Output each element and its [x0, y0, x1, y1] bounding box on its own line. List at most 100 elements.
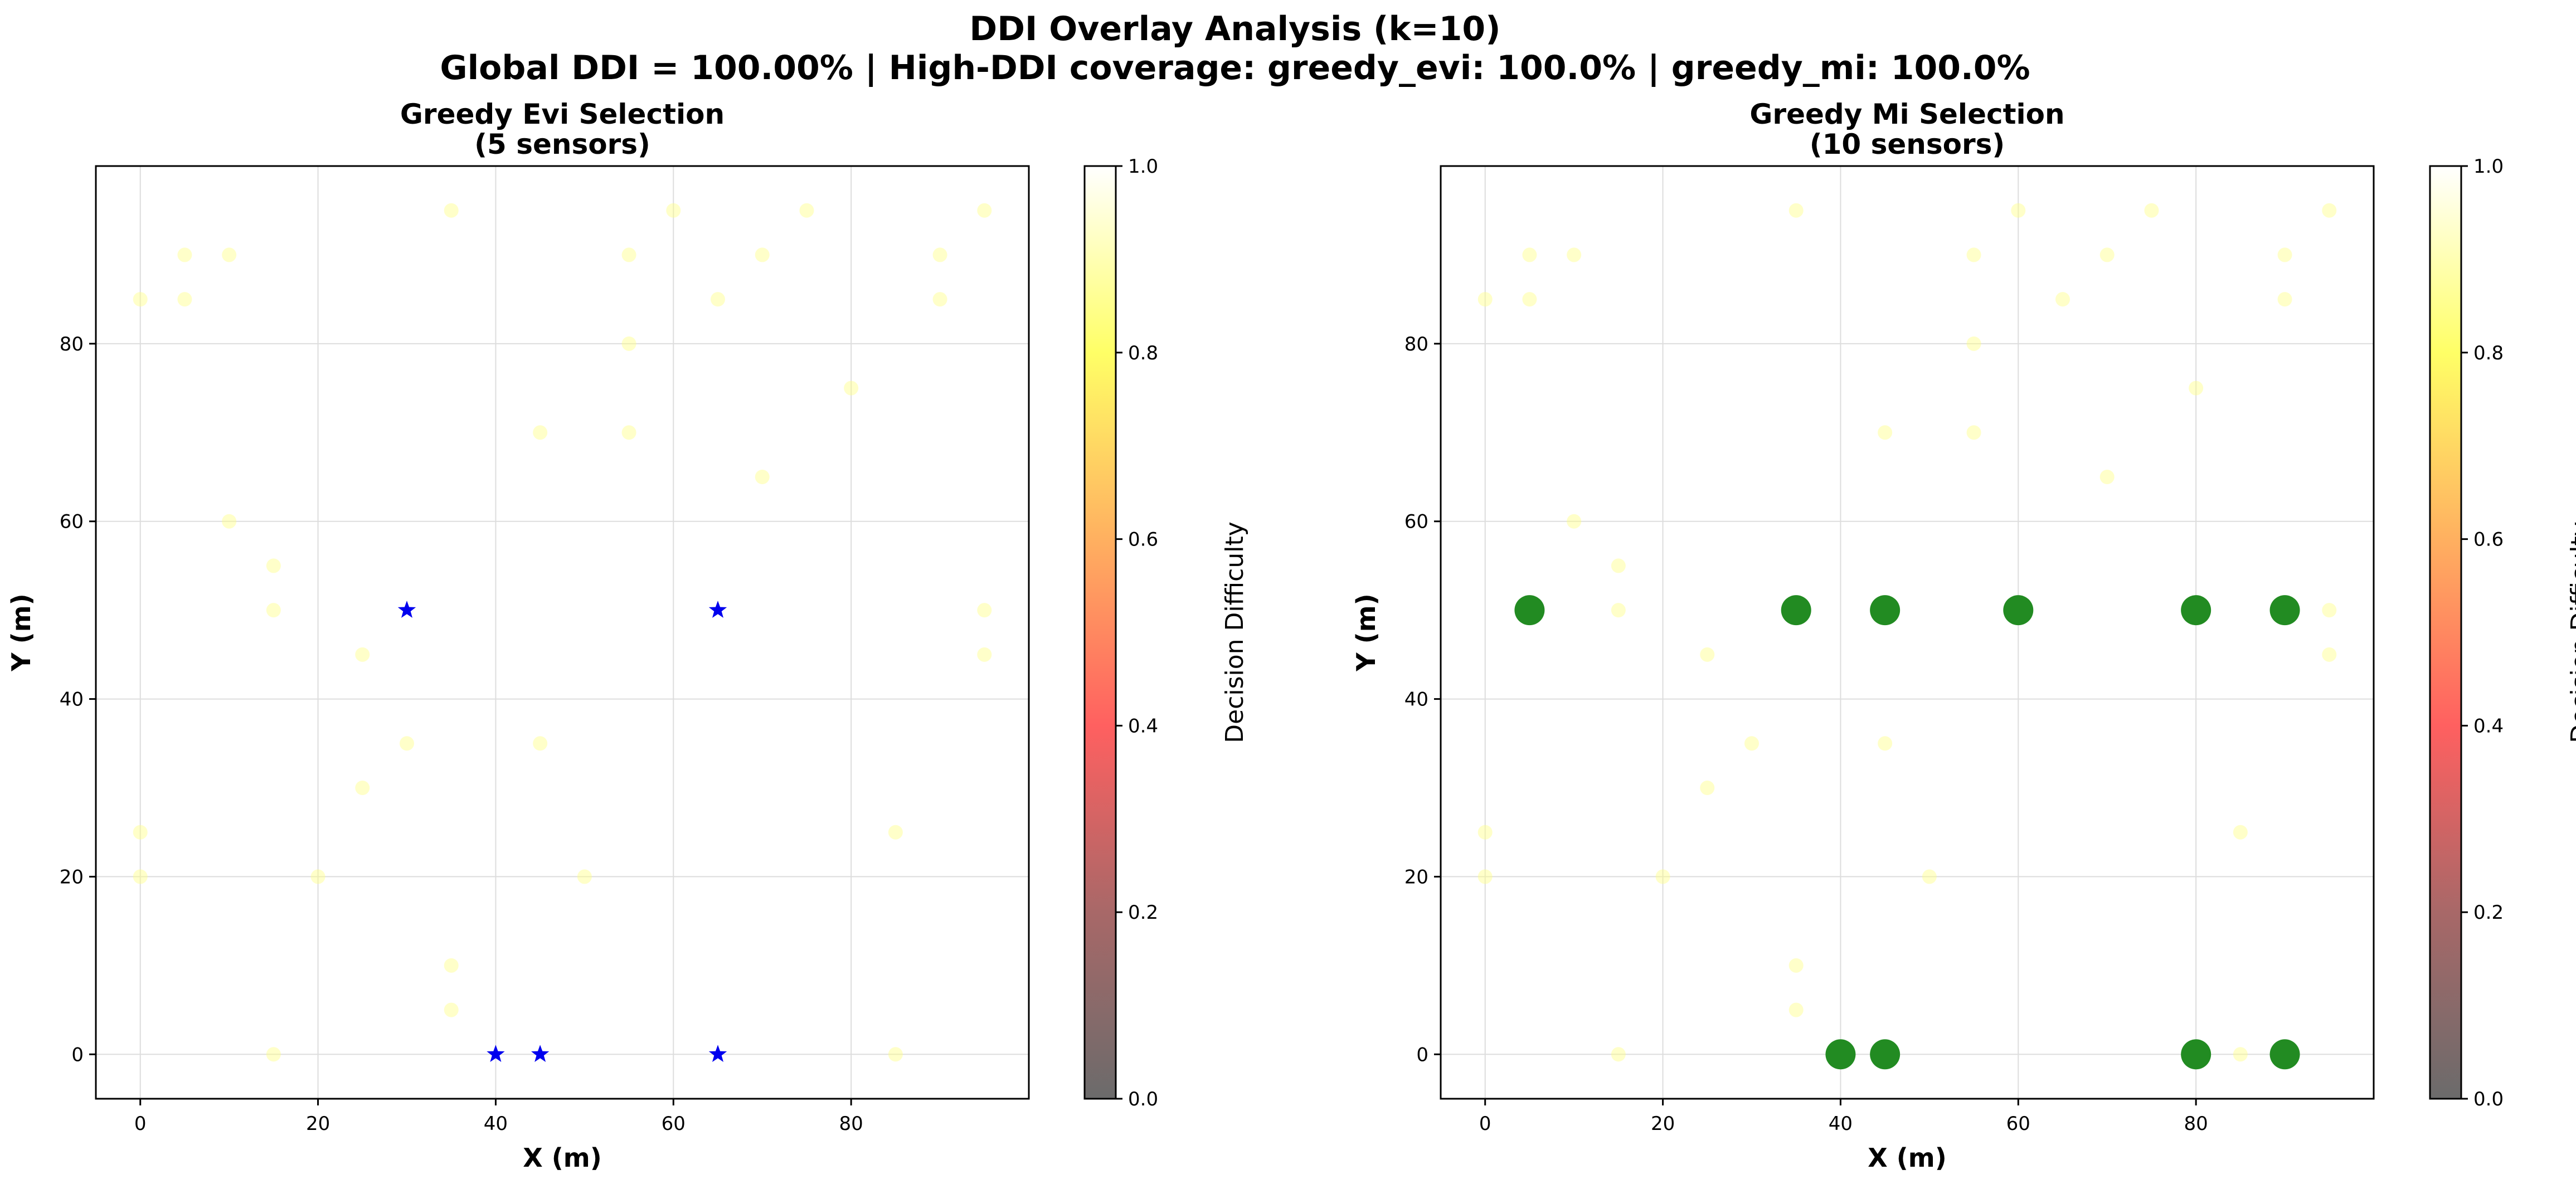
colorbar-tick-label: 1.0 — [1128, 155, 1158, 178]
ddi-point — [177, 247, 192, 262]
ddi-point — [1966, 336, 1981, 351]
chart-panel-2: 0 20 40 60 80 0 20 40 60 80 Greedy Mi Selection(10… — [1351, 98, 2576, 1173]
ddi-point — [266, 603, 281, 618]
x-tick-label: 20 — [1651, 1113, 1675, 1135]
ddi-point — [2233, 1047, 2248, 1062]
y-tick-label: 60 — [1404, 511, 1428, 533]
ddi-point — [1700, 647, 1715, 662]
ddi-point — [711, 292, 725, 307]
x-tick-label: 40 — [484, 1113, 508, 1135]
colorbar-tick-label: 0.2 — [1128, 902, 1158, 924]
ddi-point — [621, 336, 636, 351]
ddi-point — [1966, 247, 1981, 262]
ddi-point — [755, 470, 770, 484]
ddi-point — [1567, 247, 1582, 262]
y-tick-label: 0 — [1416, 1044, 1428, 1066]
ddi-point — [133, 869, 148, 884]
ddi-point — [444, 1002, 459, 1017]
ddi-point — [2322, 203, 2337, 218]
ddi-point — [621, 247, 636, 262]
sensor-marker — [1870, 595, 1901, 626]
ddi-point — [1477, 292, 1493, 307]
plot-area — [1441, 166, 2374, 1099]
ddi-point — [799, 203, 814, 218]
x-tick-label: 80 — [839, 1113, 863, 1135]
sensor-marker — [487, 1045, 505, 1062]
panel-title: Greedy Evi Selection — [400, 98, 725, 130]
ddi-point — [1611, 558, 1626, 573]
y-tick-label: 80 — [60, 333, 84, 355]
ddi-point — [666, 203, 681, 218]
ddi-point — [355, 647, 370, 662]
ddi-point — [977, 603, 992, 618]
ddi-point — [1878, 736, 1893, 751]
colorbar-tick-label: 0.0 — [1128, 1088, 1158, 1110]
sensor-marker — [2003, 595, 2034, 626]
ddi-point — [977, 203, 992, 218]
ddi-point — [266, 1047, 281, 1062]
x-tick-label: 40 — [1829, 1113, 1853, 1135]
panel-subtitle: (10 sensors) — [1810, 128, 2005, 160]
y-axis-label: Y (m) — [1351, 593, 1381, 671]
panel-subtitle: (5 sensors) — [474, 128, 650, 160]
ddi-point — [2277, 247, 2292, 262]
ddi-point — [932, 247, 947, 262]
ddi-point — [533, 425, 548, 440]
x-tick-label: 60 — [2006, 1113, 2030, 1135]
ddi-point — [222, 514, 237, 529]
ddi-point — [266, 558, 281, 573]
colorbar-tick-label: 1.0 — [2473, 155, 2504, 178]
ddi-point — [2055, 292, 2070, 307]
ddi-point — [1966, 425, 1981, 440]
colorbar-tick-label: 0.6 — [2473, 529, 2504, 551]
y-tick-label: 20 — [60, 866, 84, 888]
colorbar-tick-label: 0.4 — [1128, 715, 1158, 737]
ddi-point — [1788, 1002, 1804, 1017]
x-tick-label: 0 — [1479, 1113, 1491, 1135]
ddi-point — [1788, 203, 1804, 218]
y-tick-label: 20 — [1404, 866, 1428, 888]
ddi-point — [888, 825, 903, 840]
y-axis-label: Y (m) — [6, 593, 36, 671]
ddi-point — [1922, 869, 1937, 884]
ddi-point — [1744, 736, 1759, 751]
ddi-point — [2233, 825, 2248, 840]
sensor-marker — [1514, 595, 1545, 626]
ddi-point — [355, 781, 370, 795]
ddi-point — [1522, 292, 1537, 307]
colorbar-tick-label: 0.8 — [2473, 342, 2504, 364]
colorbar-label: Decision Difficulty — [1221, 522, 1249, 743]
ddi-point — [1477, 825, 1493, 840]
x-tick-label: 0 — [134, 1113, 147, 1135]
ddi-point — [888, 1047, 903, 1062]
ddi-point — [1788, 958, 1804, 973]
ddi-point — [533, 736, 548, 751]
ddi-point — [2099, 470, 2115, 484]
ddi-point — [577, 869, 592, 884]
ddi-point — [2099, 247, 2115, 262]
ddi-point — [2189, 381, 2204, 396]
x-axis-label: X (m) — [523, 1143, 601, 1173]
x-axis-label: X (m) — [1868, 1143, 1946, 1173]
ddi-point — [1522, 247, 1537, 262]
figure-title-line1: DDI Overlay Analysis (k=10) — [969, 9, 1500, 48]
sensor-marker — [708, 1045, 727, 1062]
colorbar-tick-label: 0.6 — [1128, 529, 1158, 551]
sensor-marker — [1825, 1039, 1856, 1070]
ddi-point — [310, 869, 325, 884]
y-tick-label: 40 — [1404, 689, 1428, 711]
ddi-point — [2322, 647, 2337, 662]
sensor-marker — [2269, 1039, 2300, 1070]
colorbar — [1083, 165, 1117, 1100]
y-tick-label: 60 — [60, 511, 84, 533]
ddi-point — [444, 958, 459, 973]
ddi-point — [2322, 603, 2337, 618]
axes-frame — [95, 165, 1030, 1100]
chart-panel-1: 0 20 40 60 80 0 20 40 60 80 Greedy Evi Selection(5… — [6, 98, 1249, 1173]
plot-area — [96, 166, 1029, 1099]
sensor-marker — [708, 601, 727, 618]
ddi-point — [1700, 781, 1715, 795]
ddi-point — [1611, 1047, 1626, 1062]
colorbar-label: Decision Difficulty — [2566, 522, 2576, 743]
